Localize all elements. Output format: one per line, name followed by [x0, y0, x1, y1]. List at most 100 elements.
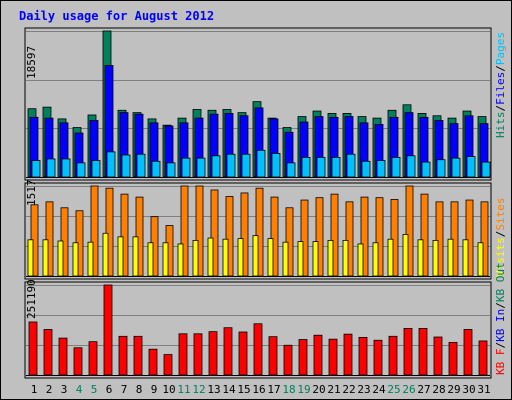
pages-bar: [76, 162, 86, 178]
kbf-bar: [253, 323, 263, 376]
kbf-bar: [418, 328, 428, 376]
visits-bar: [117, 236, 124, 277]
x-axis-day-labels: 1 2 3 4 5 6 7 8 9 10 11 12 13 14 15 16 17 18 19 20 21 22 23 24 2…: [31, 383, 491, 396]
sites-bar: [255, 187, 264, 277]
visits-bar: [222, 238, 229, 277]
visits-bar: [132, 236, 139, 277]
legend-item-visits: Visits: [494, 237, 507, 277]
pages-bar: [121, 154, 131, 178]
x-tick-label-day-2: 2: [46, 383, 53, 396]
kbf-bar: [448, 341, 458, 376]
kbf-bar: [268, 336, 278, 376]
sites-bar: [315, 197, 324, 277]
pages-bar: [181, 157, 191, 178]
sites-bar: [270, 196, 279, 277]
x-tick-label-day-1: 1: [31, 383, 38, 396]
x-tick-label-day-29: 29: [447, 383, 460, 396]
x-tick-label-day-25: 25: [387, 383, 400, 396]
kbf-bar: [58, 337, 68, 376]
sites-bar: [465, 199, 474, 277]
pages-bar: [91, 160, 101, 178]
legend-item-kb-f: KB F: [494, 349, 507, 376]
sites-bar: [180, 185, 189, 277]
pages-bar: [436, 159, 446, 178]
x-tick-label-day-8: 8: [136, 383, 143, 396]
legend-separator: /: [494, 342, 507, 349]
x-tick-label-day-21: 21: [327, 383, 340, 396]
x-tick-label-day-11: 11: [177, 383, 190, 396]
sites-bar: [225, 196, 234, 277]
x-tick-label-day-17: 17: [267, 383, 280, 396]
visits-bar: [432, 240, 439, 277]
sites-bar: [120, 193, 129, 277]
visits-bar: [312, 241, 319, 277]
x-tick-label-day-20: 20: [312, 383, 325, 396]
legend-separator: /: [494, 231, 507, 238]
kbytes-panel: [24, 281, 492, 379]
kbf-bar: [163, 354, 173, 376]
pages-bar: [241, 153, 251, 178]
pages-bar: [361, 160, 371, 178]
kbf-bar: [223, 327, 233, 376]
visits-bar: [327, 240, 334, 277]
legend-item-kb-in: KB In: [494, 309, 507, 342]
sites-bar: [90, 185, 99, 277]
x-tick-label-day-7: 7: [121, 383, 128, 396]
x-tick-label-day-15: 15: [237, 383, 250, 396]
legend-text: Hits/Files/Pages: [494, 32, 507, 138]
x-tick-label-day-30: 30: [462, 383, 475, 396]
kbf-bar: [28, 321, 38, 376]
visits-bar: [42, 239, 49, 277]
sites-bar: [360, 196, 369, 277]
visits-bar: [447, 238, 454, 277]
kbf-bar: [193, 333, 203, 376]
x-tick-label-day-19: 19: [297, 383, 310, 396]
x-tick-label-day-28: 28: [432, 383, 445, 396]
visits-bar: [162, 242, 169, 277]
x-tick-label-day-5: 5: [91, 383, 98, 396]
x-tick-label-day-9: 9: [151, 383, 158, 396]
visits-bar: [297, 241, 304, 277]
pages-bar: [256, 149, 266, 178]
pages-bar: [31, 160, 41, 178]
visits-bar: [87, 241, 94, 277]
kbf-bar: [178, 333, 188, 376]
sites-bar: [195, 185, 204, 277]
pages-bar: [316, 156, 326, 178]
kbf-bar: [103, 284, 113, 376]
pages-bar: [136, 153, 146, 178]
kbf-bar: [403, 328, 413, 376]
visits-bar: [192, 240, 199, 277]
sites-bar: [330, 193, 339, 277]
visits-bar: [372, 242, 379, 277]
visits-bar: [387, 238, 394, 277]
legend-text: KB F/KB In/KB Out: [494, 262, 507, 375]
visits-bar: [102, 232, 109, 277]
visits-sites-panel: [24, 182, 492, 280]
kbf-bar: [43, 329, 53, 376]
pages-bar: [346, 153, 356, 178]
x-tick-label-day-12: 12: [192, 383, 205, 396]
sites-bar: [390, 199, 399, 277]
kbf-bar: [313, 334, 323, 376]
kb-panel-legend: KB F/KB In/KB Out: [494, 262, 507, 375]
hits-panel-max-label: 18597: [25, 46, 38, 79]
kbf-bar: [283, 344, 293, 376]
sites-bar: [240, 192, 249, 277]
x-tick-label-day-23: 23: [357, 383, 370, 396]
pages-bar: [391, 156, 401, 178]
pages-bar: [61, 158, 71, 178]
kbf-bar: [238, 331, 248, 376]
legend-item-files: Files: [494, 72, 507, 105]
sites-bar: [435, 201, 444, 277]
pages-bar: [301, 156, 311, 178]
visits-bar: [267, 238, 274, 277]
x-tick-label-day-10: 10: [162, 383, 175, 396]
sites-bar: [105, 187, 114, 277]
kb-panel-max-label: 251190: [25, 279, 38, 319]
pages-bar: [451, 157, 461, 178]
kbf-bar: [388, 335, 398, 376]
sites-bar: [480, 201, 489, 277]
pages-bar: [481, 161, 491, 178]
